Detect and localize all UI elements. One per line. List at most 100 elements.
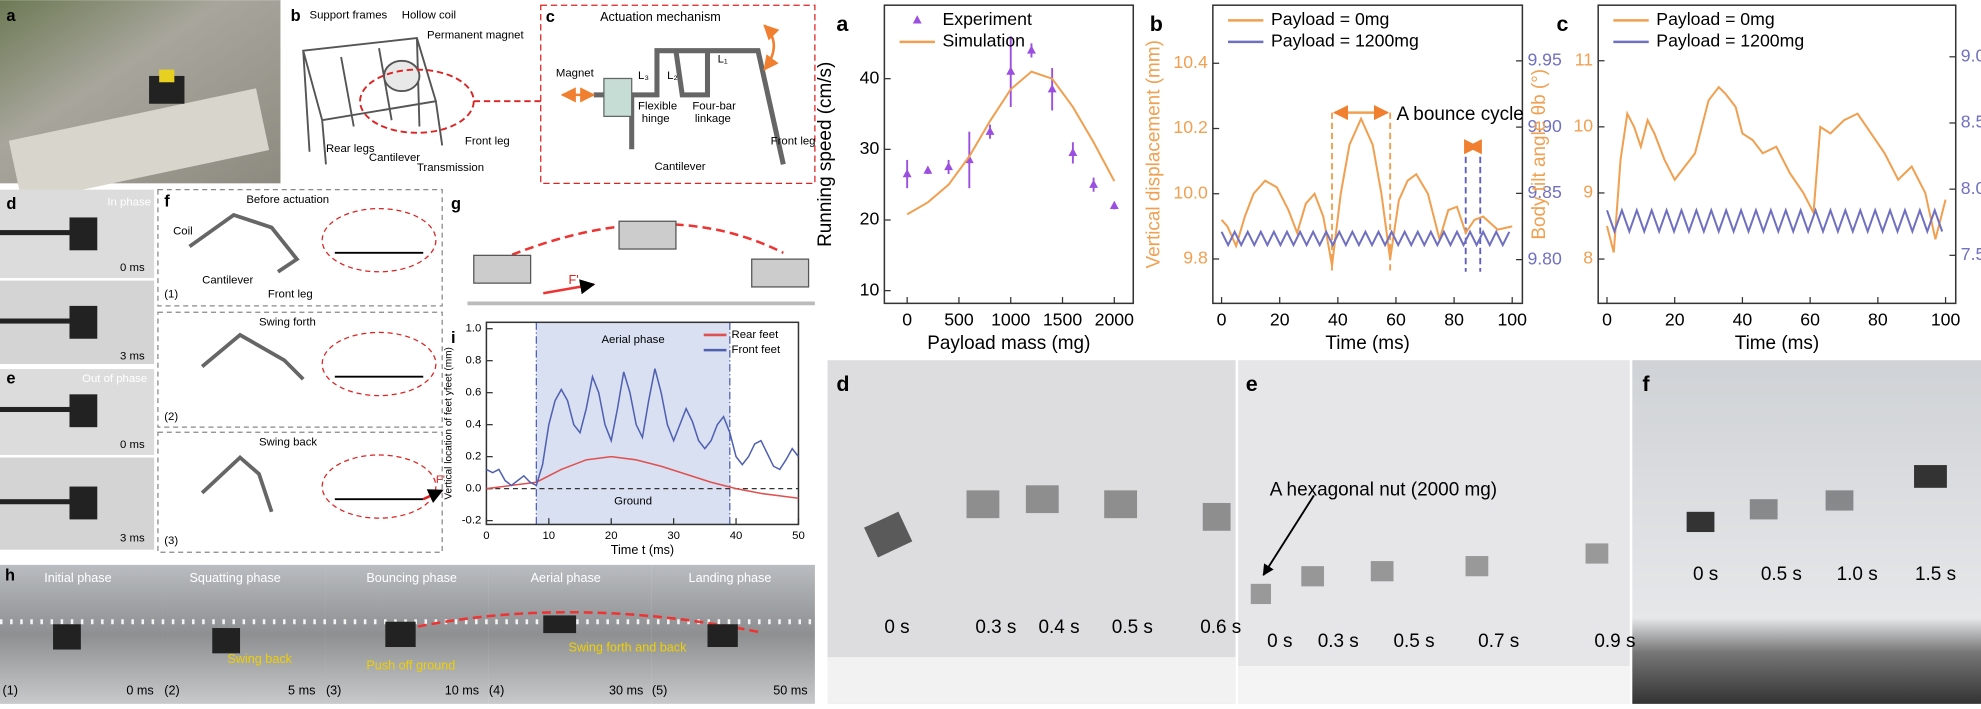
box: [540, 4, 816, 184]
label: Permanent magnet: [427, 30, 524, 42]
point: [902, 169, 912, 178]
panel-label: b: [1150, 12, 1163, 36]
label: Swing forth and back: [569, 641, 688, 655]
y-tick-label: 9.8: [1183, 248, 1208, 268]
y-tick-label: 11: [1575, 49, 1593, 69]
annotation: Ground: [614, 495, 652, 507]
label: 0.4 s: [1039, 617, 1080, 638]
point: [985, 126, 995, 135]
label: Swing back: [227, 652, 292, 666]
plot-frame: [1212, 4, 1524, 305]
label: 0 ms: [120, 262, 145, 274]
label: Push off ground: [366, 658, 455, 672]
label: Cantilever: [202, 275, 253, 287]
x-tick-label: 20: [605, 530, 618, 542]
label: L₁: [718, 54, 728, 66]
label: Aerial phase: [531, 571, 601, 585]
y-tick-label: 0.2: [466, 451, 482, 463]
x-axis-label: Payload mass (mg): [927, 333, 1090, 354]
legend-label: Payload = 1200mg: [1271, 31, 1419, 51]
legend-marker: [912, 15, 922, 24]
label: 0.6 s: [1200, 617, 1241, 638]
label: 0.9 s: [1594, 631, 1635, 652]
magnet: [603, 77, 633, 118]
point: [1109, 200, 1119, 210]
panel-label: e: [1246, 372, 1258, 396]
y-tick-label: 10.4: [1173, 52, 1208, 72]
label: Transmission: [417, 162, 484, 174]
series-line: [1220, 116, 1513, 266]
series-line: [1220, 229, 1511, 248]
legend-label: Front feet: [732, 344, 781, 356]
label: L₂: [667, 70, 678, 82]
label: Cantilever: [654, 161, 705, 173]
label: 5 ms: [288, 684, 315, 698]
x-tick-label: 60: [1386, 310, 1406, 330]
label: Squatting phase: [190, 571, 281, 585]
plot-frame: [485, 321, 800, 526]
label: (4): [489, 684, 504, 698]
x-tick-label: 20: [1665, 310, 1685, 330]
label: (2): [164, 411, 178, 423]
y-tick-label: 10.0: [1173, 182, 1208, 202]
arrow: [1262, 494, 1315, 576]
panel-label: e: [6, 370, 15, 388]
y-tick-label: 1.0: [466, 323, 482, 335]
x-tick-label: 0: [1602, 310, 1612, 330]
plot-frame: [1597, 4, 1957, 305]
x-tick-label: 100: [1497, 310, 1527, 330]
label: 3 ms: [120, 532, 145, 544]
x-tick-label: 20: [1270, 310, 1290, 330]
y2-tick-label: 8.0: [1961, 178, 1981, 198]
plot-frame: [883, 4, 1135, 305]
robot-sketch: [302, 37, 541, 165]
sequence-h: [0, 564, 815, 704]
x-tick-label: 2000: [1095, 310, 1134, 330]
label: Front leg: [771, 136, 816, 148]
sketch-g: [467, 220, 815, 306]
x-axis-label: Time (ms): [1735, 333, 1820, 354]
y-tick-label: 0.8: [466, 355, 482, 367]
y-tick-label: 40: [860, 67, 880, 87]
label: 0 ms: [126, 684, 153, 698]
x-tick-label: 30: [667, 530, 680, 542]
panel-label: g: [451, 195, 461, 213]
label: Coil: [173, 225, 193, 237]
label: Out of phase: [82, 373, 147, 385]
panel-label: a: [6, 7, 16, 25]
x-tick-label: 40: [1328, 310, 1348, 330]
y-tick-label: 10: [860, 279, 880, 299]
legend-label: Rear feet: [732, 329, 780, 341]
annotation: Aerial phase: [601, 334, 664, 346]
y-axis-label: Body tilt angle θb (°): [1529, 69, 1550, 240]
label: Rear legs: [326, 143, 375, 155]
label: 0.3 s: [975, 617, 1016, 638]
y-tick-label: 0.0: [466, 483, 482, 495]
point: [923, 165, 933, 174]
ruler: [8, 88, 270, 203]
legend-label: Payload = 0mg: [1271, 9, 1389, 29]
robots-f: [1686, 465, 1947, 533]
x-tick-label: 1000: [991, 310, 1030, 330]
robot-coil: [159, 69, 175, 83]
y-tick-label: 10.2: [1173, 117, 1207, 137]
arrow: [763, 24, 780, 71]
panel-label: d: [836, 372, 849, 396]
label: Front leg: [465, 136, 510, 148]
photo-f: [1632, 360, 1981, 704]
legend-label: Experiment: [942, 9, 1031, 29]
robots-e: [1250, 543, 1609, 605]
label: 10 ms: [445, 684, 479, 698]
panel-label: f: [164, 193, 170, 211]
label: (5): [652, 684, 667, 698]
x-tick-label: 10: [542, 530, 555, 542]
label: Support frames: [310, 9, 388, 21]
point: [1089, 179, 1099, 188]
x-tick-label: 0: [483, 530, 489, 542]
y2-tick-label: 9.85: [1527, 182, 1562, 202]
label: Swing back: [259, 436, 317, 448]
y-tick-label: 0.6: [466, 387, 482, 399]
label: (3): [164, 535, 178, 547]
label: Landing phase: [689, 571, 772, 585]
label: L₃: [638, 70, 649, 82]
